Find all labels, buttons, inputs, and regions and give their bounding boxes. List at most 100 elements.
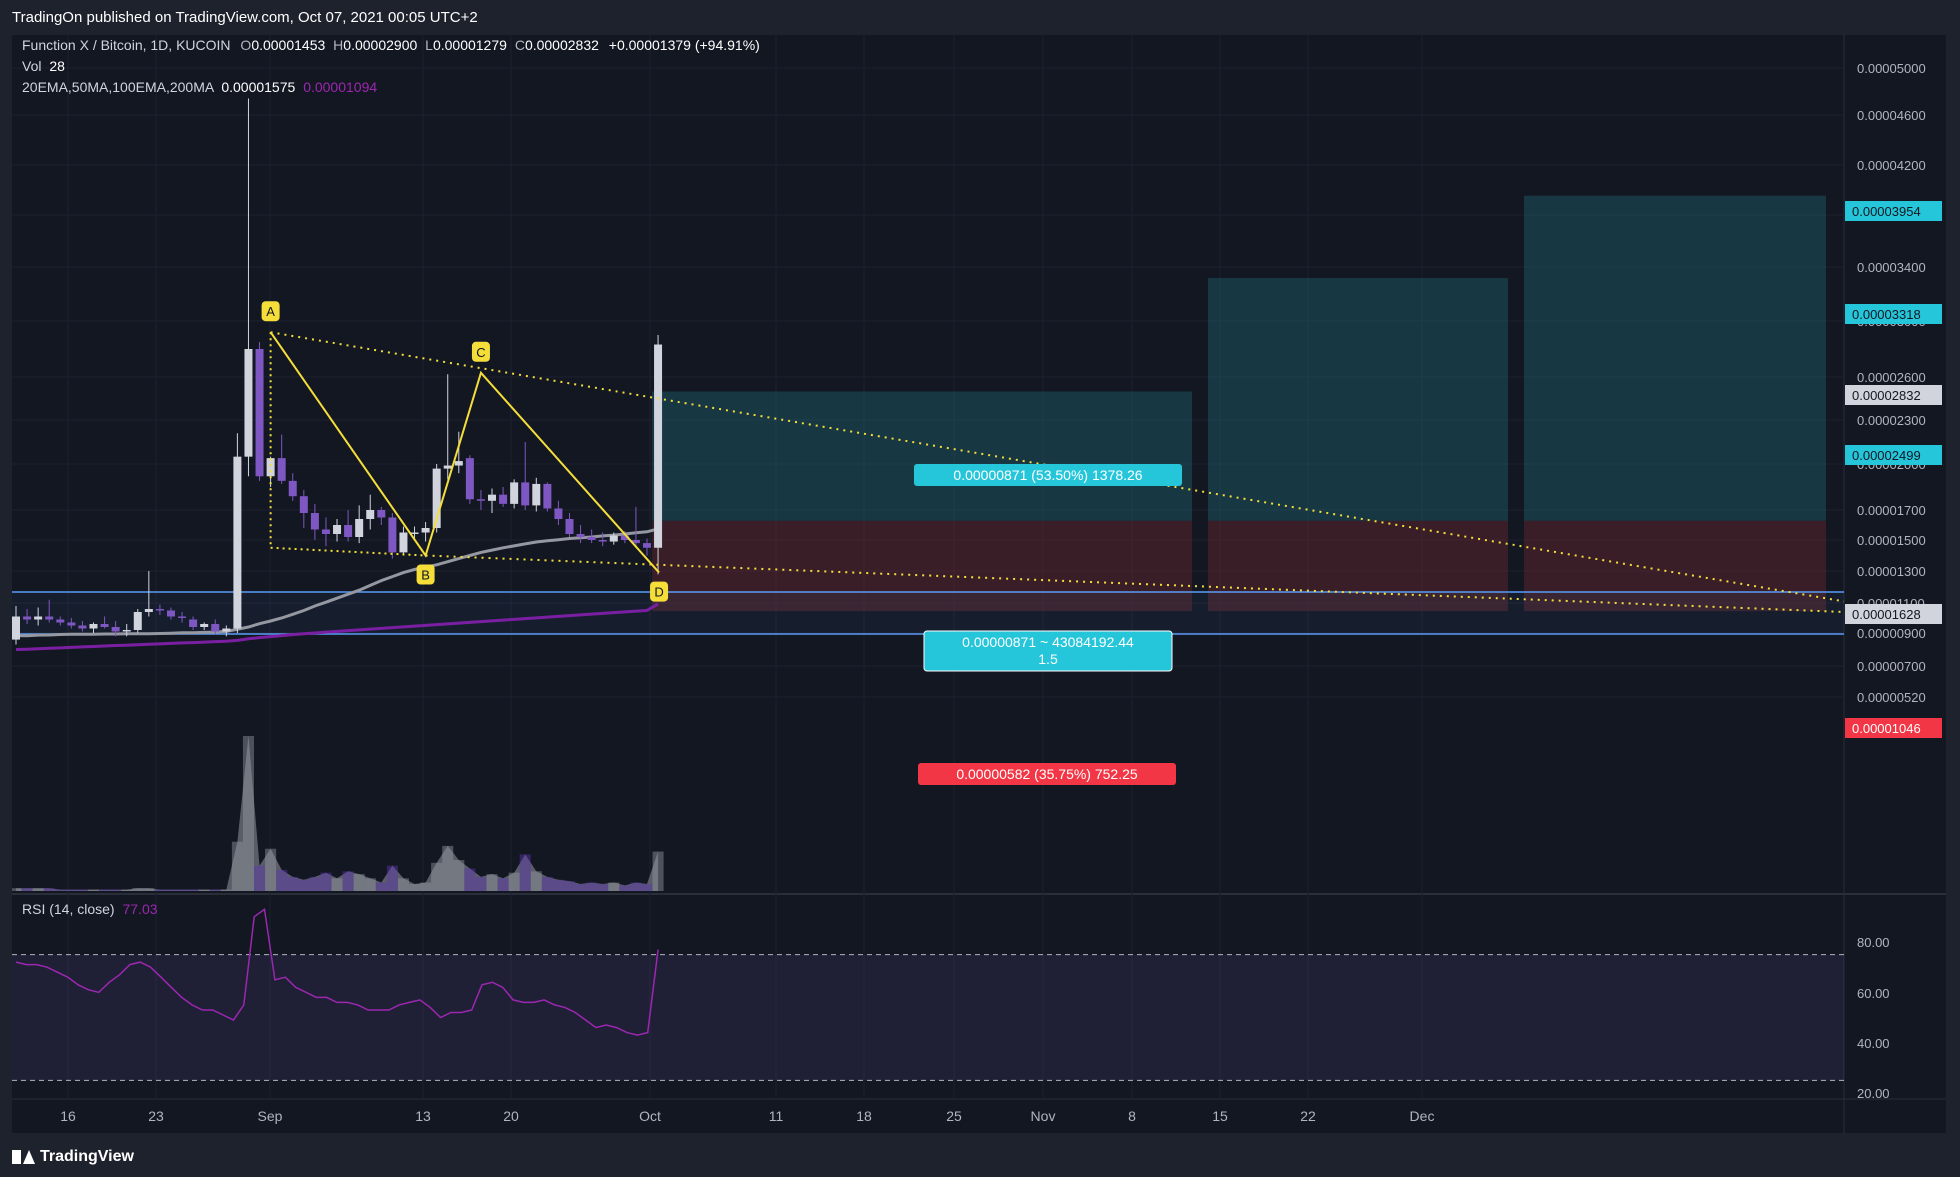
volume-bar: [486, 874, 498, 891]
volume-bar: [276, 869, 288, 891]
volume-bar: [608, 882, 620, 891]
volume-bar: [386, 865, 398, 891]
rsi-pane[interactable]: [12, 895, 1844, 1133]
pattern-point-badge: [650, 581, 669, 602]
candle-body: [178, 616, 187, 618]
legend-o-label: O: [240, 37, 252, 53]
candle-body: [288, 480, 297, 497]
candle-body: [642, 543, 651, 548]
pattern-point-label: A: [266, 304, 275, 319]
candles: [12, 98, 663, 645]
price-tick-label: 0.00004600: [1857, 108, 1926, 123]
footer-brand-text: TradingView: [40, 1148, 134, 1165]
volume-bar: [320, 872, 332, 891]
volume-bar: [397, 878, 409, 891]
legend-row-ma[interactable]: 20EMA,50MA,100EMA,200MA 0.00001575 0.000…: [22, 79, 377, 95]
volume-bar: [187, 889, 199, 891]
volume-bar: [597, 883, 609, 891]
candle-body: [510, 482, 519, 504]
volume-bar: [165, 889, 177, 891]
volume-bar: [530, 871, 542, 891]
candle-body: [366, 510, 375, 519]
legend-ma-label[interactable]: 20EMA,50MA,100EMA,200MA: [22, 79, 214, 95]
volume-bar: [331, 878, 343, 891]
time-tick-label: 25: [946, 1108, 962, 1124]
axes: 0.000050000.000046000.000042000.00003800…: [60, 61, 1942, 1124]
candle-body: [620, 535, 629, 540]
candle-body: [255, 349, 264, 477]
volume-bar: [453, 860, 465, 891]
volume-bar: [132, 888, 144, 891]
time-tick-label: Oct: [639, 1108, 661, 1124]
stop-label-text: 0.00000582 (35.75%) 752.25: [956, 766, 1138, 782]
candle-body: [200, 624, 209, 627]
entry-label-line2: 1.5: [1038, 651, 1058, 667]
pattern-point-badge: [416, 564, 435, 585]
volume-bar: [110, 889, 122, 891]
legend-c-value: 0.00002832: [524, 37, 599, 53]
legend-symbol[interactable]: Function X / Bitcoin, 1D, KUCOIN: [22, 37, 231, 53]
candle-body: [67, 622, 76, 626]
candle-body: [333, 525, 342, 534]
stop-zone: [652, 520, 1192, 612]
legend-row-rsi[interactable]: RSI (14, close) 77.03: [22, 901, 158, 917]
price-badge: [1845, 304, 1942, 324]
candle-body: [299, 496, 308, 513]
publisher-line: TradingOn published on TradingView.com, …: [12, 9, 478, 26]
range-fill: [12, 592, 1844, 634]
price-badge-value: 0.00002832: [1852, 388, 1921, 403]
candle-body: [543, 483, 552, 509]
pattern-point-badge: [261, 301, 280, 322]
candle-body: [89, 624, 98, 629]
volume-bar: [287, 876, 299, 891]
volume-bar: [154, 889, 166, 891]
legend-row-ohlc[interactable]: Function X / Bitcoin, 1D, KUCOIN O0.0000…: [22, 37, 760, 53]
candle-body: [410, 532, 419, 534]
target-zone: [652, 391, 1192, 521]
stop-zone: [1524, 520, 1826, 612]
legend-ma-value-2: 0.00001094: [303, 79, 378, 95]
time-tick-label: Nov: [1031, 1108, 1056, 1124]
volume-bar: [99, 889, 111, 891]
price-tick-label: 0.00001500: [1857, 533, 1926, 548]
volume-bar: [364, 878, 376, 891]
target-zone: [1524, 195, 1826, 521]
rsi-tick-label: 20.00: [1857, 1086, 1890, 1101]
candle-body: [454, 461, 463, 466]
moving-averages: [15, 527, 659, 651]
time-tick-label: 8: [1128, 1108, 1136, 1124]
volume-bar: [21, 888, 33, 891]
time-tick-label: 11: [769, 1108, 784, 1124]
target-label-box: [914, 464, 1182, 486]
legend-row-volume[interactable]: Vol 28: [22, 58, 65, 74]
candle-body: [587, 537, 596, 540]
volume-bar: [353, 874, 365, 891]
candle-body: [355, 519, 364, 537]
volume-bar: [431, 862, 443, 891]
legend-l-label: L: [425, 37, 433, 53]
candle-body: [576, 534, 585, 537]
volume-bar: [652, 851, 664, 891]
time-tick-label: 20: [503, 1108, 519, 1124]
legend-o-value: 0.00001453: [251, 37, 326, 53]
candle-body: [211, 624, 220, 632]
legend-l-value: 0.00001279: [432, 37, 507, 53]
legend-rsi-label[interactable]: RSI (14, close): [22, 901, 115, 917]
footer-brand[interactable]: TradingView: [12, 1144, 134, 1170]
legend-vol-label[interactable]: Vol: [22, 58, 42, 74]
volume-bar: [630, 882, 642, 891]
time-tick-label: Sep: [258, 1108, 283, 1124]
candle-body: [45, 616, 54, 620]
chart[interactable]: A B C D 0.00005000 0.00004600 0.00004200 0.000…: [12, 35, 1946, 1133]
volume-bar: [552, 879, 564, 891]
legend-change: +0.00001379 (+94.91%): [608, 37, 760, 53]
candle-body: [277, 458, 286, 481]
price-badge: [1845, 385, 1942, 405]
volume-bar: [619, 885, 631, 891]
grid: [12, 35, 1844, 1099]
candle-body: [432, 468, 441, 528]
price-badge: [1845, 718, 1942, 738]
candle-body: [266, 458, 275, 477]
legend-c-label: C: [514, 37, 525, 53]
volume-bar: [12, 888, 22, 891]
